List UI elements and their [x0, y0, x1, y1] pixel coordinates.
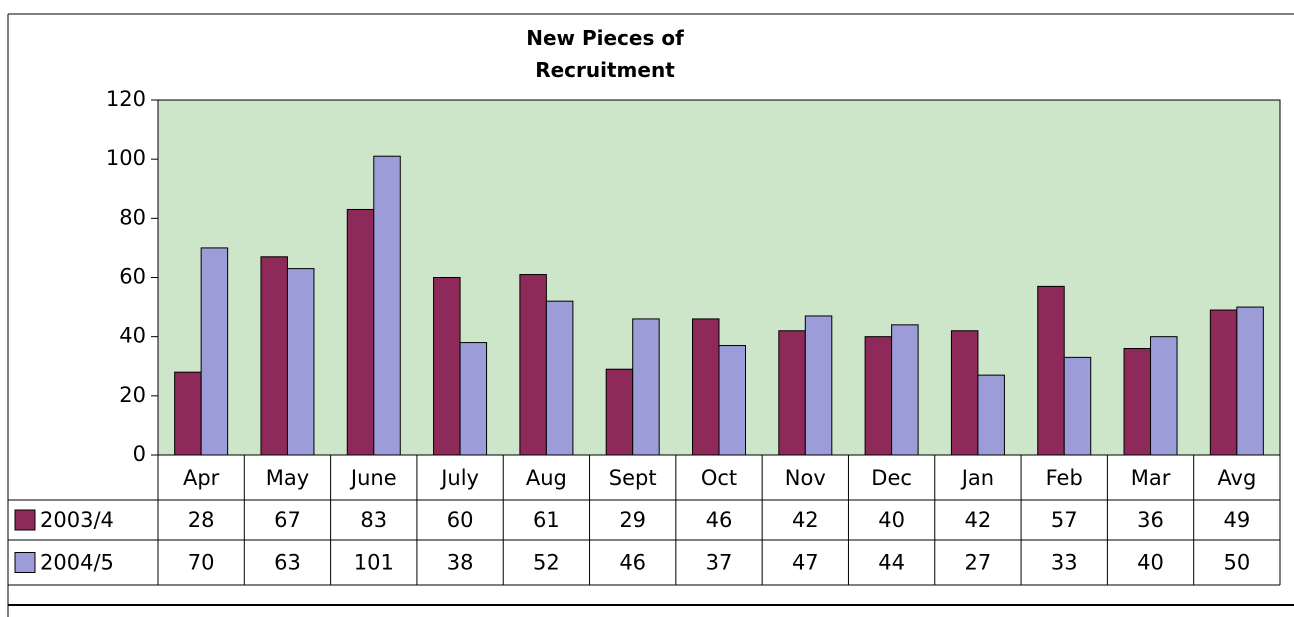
table-value: 29 — [619, 508, 646, 532]
table-value: 50 — [1223, 551, 1250, 575]
x-tick-label: Dec — [871, 466, 912, 490]
y-tick-label: 100 — [106, 146, 146, 170]
table-value: 47 — [792, 551, 819, 575]
y-tick-label: 80 — [119, 205, 146, 229]
bar — [433, 277, 461, 456]
x-tick-label: Avg — [1217, 466, 1256, 490]
table-value: 83 — [360, 508, 387, 532]
y-tick-label: 60 — [119, 265, 146, 289]
table-value: 42 — [792, 508, 819, 532]
bar — [778, 330, 806, 456]
bar — [1236, 306, 1264, 456]
legend-label: 2003/4 — [40, 508, 114, 532]
bar — [1037, 285, 1065, 456]
table-value: 67 — [274, 508, 301, 532]
bar — [804, 315, 833, 456]
table-value: 36 — [1137, 508, 1164, 532]
bar — [692, 318, 720, 456]
bar — [459, 342, 488, 456]
table-value: 33 — [1051, 551, 1078, 575]
table-value: 61 — [533, 508, 560, 532]
legend-label: 2004/5 — [40, 551, 114, 575]
chart-title: New Pieces of Recruitment — [526, 26, 684, 82]
y-tick-label: 0 — [133, 442, 146, 466]
legend-swatch — [14, 509, 36, 531]
bar — [605, 368, 634, 456]
table-value: 49 — [1223, 508, 1250, 532]
x-tick-label: Mar — [1131, 466, 1171, 490]
x-tick-label: June — [349, 466, 397, 490]
table-value: 46 — [619, 551, 646, 575]
table-value: 60 — [447, 508, 474, 532]
x-tick-label: Nov — [785, 466, 826, 490]
bar — [260, 256, 288, 456]
table-value: 38 — [447, 551, 474, 575]
bar — [1150, 336, 1178, 456]
bar — [286, 268, 315, 456]
table-value: 42 — [965, 508, 992, 532]
bar — [1123, 348, 1152, 456]
y-tick-label: 20 — [119, 383, 146, 407]
table-value: 40 — [1137, 551, 1164, 575]
bar — [977, 374, 1005, 456]
bar — [632, 318, 660, 456]
bar — [200, 247, 229, 456]
bar — [373, 155, 401, 456]
table-value: 46 — [706, 508, 733, 532]
x-tick-label: Aug — [526, 466, 567, 490]
table-value: 57 — [1051, 508, 1078, 532]
bar — [346, 208, 375, 456]
table-value: 44 — [878, 551, 905, 575]
x-tick-label: Oct — [701, 466, 737, 490]
y-tick-label: 40 — [119, 324, 146, 348]
x-tick-label: July — [439, 466, 479, 490]
bar — [519, 274, 547, 456]
bar — [1063, 356, 1092, 456]
bar — [545, 300, 574, 456]
table-value: 27 — [965, 551, 992, 575]
legend-swatch — [14, 552, 36, 573]
table-value: 40 — [878, 508, 905, 532]
bar — [718, 345, 746, 456]
bar — [891, 324, 919, 456]
x-tick-label: Jan — [960, 466, 994, 490]
bar — [864, 336, 893, 456]
table-value: 28 — [188, 508, 215, 532]
table-value: 52 — [533, 551, 560, 575]
y-tick-label: 120 — [106, 87, 146, 111]
bar — [174, 371, 202, 456]
x-tick-label: Sept — [609, 466, 657, 490]
bar — [1209, 309, 1238, 456]
table-value: 70 — [188, 551, 215, 575]
x-tick-label: Apr — [183, 466, 220, 490]
x-tick-label: Feb — [1046, 466, 1083, 490]
table-value: 63 — [274, 551, 301, 575]
table-value: 101 — [354, 551, 394, 575]
table-value: 37 — [706, 551, 733, 575]
bar — [950, 330, 979, 456]
x-tick-label: May — [266, 466, 309, 490]
